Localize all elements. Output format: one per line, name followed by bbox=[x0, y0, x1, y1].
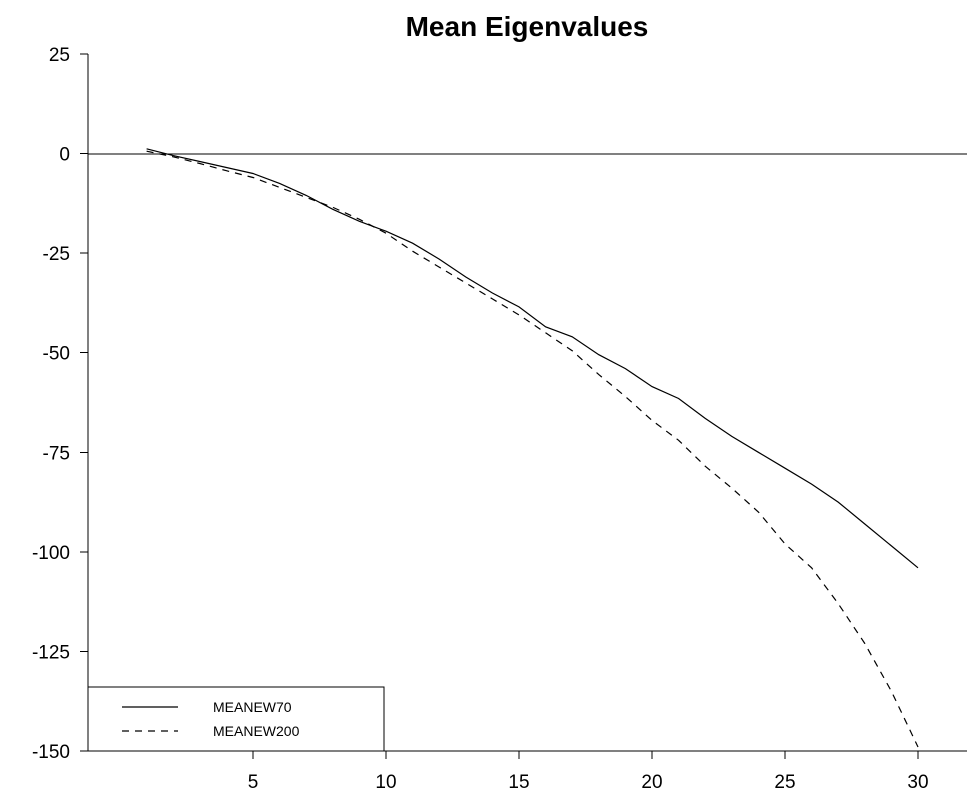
y-tick-label: -25 bbox=[43, 244, 70, 265]
x-tick-label: 15 bbox=[508, 772, 529, 793]
y-axis-ticks: 25 0 -25 -50 -75 -100 -125 -150 bbox=[32, 45, 88, 763]
y-tick-label: -100 bbox=[32, 543, 70, 564]
series-line-meanew70 bbox=[146, 148, 919, 569]
legend: MEANEW70 MEANEW200 bbox=[87, 686, 385, 752]
x-tick-label: 25 bbox=[774, 772, 795, 793]
legend-label-meanew70: MEANEW70 bbox=[213, 699, 292, 715]
y-tick-label: -75 bbox=[43, 443, 70, 464]
legend-box bbox=[87, 686, 385, 752]
x-tick-label: 10 bbox=[375, 772, 396, 793]
y-tick-label: -125 bbox=[32, 642, 70, 663]
y-tick-label: -50 bbox=[43, 344, 70, 365]
chart-title: Mean Eigenvalues bbox=[406, 11, 649, 42]
y-tick-label: 25 bbox=[49, 45, 70, 66]
series-line-meanew200 bbox=[146, 150, 919, 748]
series-lines bbox=[146, 148, 919, 748]
x-tick-label: 20 bbox=[641, 772, 662, 793]
legend-label-meanew200: MEANEW200 bbox=[213, 723, 300, 739]
y-tick-label: 0 bbox=[59, 145, 70, 166]
x-axis-ticks: 5 10 15 20 25 30 bbox=[248, 751, 929, 793]
x-tick-label: 5 bbox=[248, 772, 259, 793]
x-tick-label: 30 bbox=[907, 772, 928, 793]
y-tick-label: -150 bbox=[32, 742, 70, 763]
